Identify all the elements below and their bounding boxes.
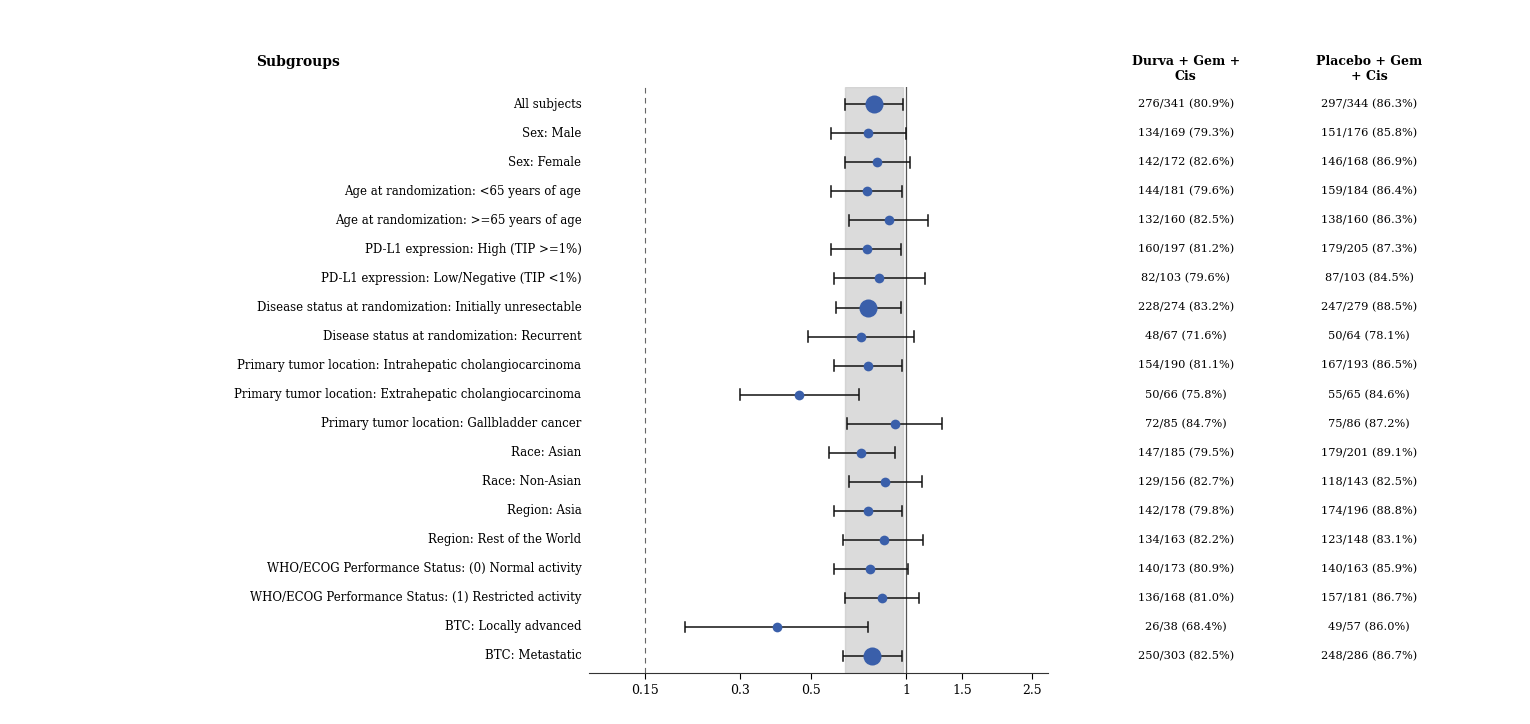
- Text: 49/57 (86.0%): 49/57 (86.0%): [1328, 622, 1411, 632]
- Text: 82/103 (79.6%): 82/103 (79.6%): [1141, 274, 1230, 284]
- Text: Primary tumor location: Intrahepatic cholangiocarcinoma: Primary tumor location: Intrahepatic cho…: [237, 359, 581, 372]
- Text: 247/279 (88.5%): 247/279 (88.5%): [1322, 303, 1417, 313]
- Text: Region: Asia: Region: Asia: [506, 504, 581, 517]
- Text: 174/196 (88.8%): 174/196 (88.8%): [1322, 505, 1417, 516]
- Text: 142/178 (79.8%): 142/178 (79.8%): [1138, 505, 1233, 516]
- Text: 55/65 (84.6%): 55/65 (84.6%): [1328, 390, 1411, 400]
- Text: Age at randomization: <65 years of age: Age at randomization: <65 years of age: [344, 185, 581, 198]
- Text: Disease status at randomization: Initially unresectable: Disease status at randomization: Initial…: [257, 301, 581, 314]
- Text: 72/85 (84.7%): 72/85 (84.7%): [1144, 418, 1227, 429]
- Text: PD-L1 expression: High (TIP >=1%): PD-L1 expression: High (TIP >=1%): [364, 243, 581, 256]
- Text: 129/156 (82.7%): 129/156 (82.7%): [1138, 476, 1233, 487]
- Text: 159/184 (86.4%): 159/184 (86.4%): [1322, 186, 1417, 196]
- Text: Race: Non-Asian: Race: Non-Asian: [482, 475, 581, 488]
- Text: Primary tumor location: Gallbladder cancer: Primary tumor location: Gallbladder canc…: [321, 417, 581, 430]
- Text: Sex: Male: Sex: Male: [522, 127, 581, 140]
- Text: 228/274 (83.2%): 228/274 (83.2%): [1138, 303, 1233, 313]
- Text: 140/173 (80.9%): 140/173 (80.9%): [1138, 564, 1233, 574]
- Text: 134/163 (82.2%): 134/163 (82.2%): [1138, 534, 1233, 545]
- Text: Placebo + Gem
+ Cis: Placebo + Gem + Cis: [1316, 55, 1423, 83]
- Text: Durva + Gem +
Cis: Durva + Gem + Cis: [1132, 55, 1239, 83]
- Text: 48/67 (71.6%): 48/67 (71.6%): [1144, 332, 1227, 342]
- Text: 179/205 (87.3%): 179/205 (87.3%): [1322, 244, 1417, 255]
- Text: PD-L1 expression: Low/Negative (TIP <1%): PD-L1 expression: Low/Negative (TIP <1%): [321, 272, 581, 285]
- Text: Subgroups: Subgroups: [257, 55, 340, 69]
- Text: 123/148 (83.1%): 123/148 (83.1%): [1322, 534, 1417, 545]
- Text: 132/160 (82.5%): 132/160 (82.5%): [1138, 215, 1233, 226]
- Text: 134/169 (79.3%): 134/169 (79.3%): [1138, 128, 1233, 138]
- Text: 160/197 (81.2%): 160/197 (81.2%): [1138, 244, 1233, 255]
- Text: 26/38 (68.4%): 26/38 (68.4%): [1144, 622, 1227, 632]
- Bar: [845, 87, 903, 673]
- Text: 87/103 (84.5%): 87/103 (84.5%): [1325, 274, 1414, 284]
- Text: 297/344 (86.3%): 297/344 (86.3%): [1322, 99, 1417, 109]
- Text: 157/181 (86.7%): 157/181 (86.7%): [1322, 593, 1417, 603]
- Text: 151/176 (85.8%): 151/176 (85.8%): [1322, 128, 1417, 138]
- Text: 147/185 (79.5%): 147/185 (79.5%): [1138, 447, 1233, 458]
- Text: 144/181 (79.6%): 144/181 (79.6%): [1138, 186, 1233, 196]
- Text: 179/201 (89.1%): 179/201 (89.1%): [1322, 447, 1417, 458]
- Text: 154/190 (81.1%): 154/190 (81.1%): [1138, 361, 1233, 371]
- Text: 138/160 (86.3%): 138/160 (86.3%): [1322, 215, 1417, 226]
- Text: Primary tumor location: Extrahepatic cholangiocarcinoma: Primary tumor location: Extrahepatic cho…: [234, 388, 581, 401]
- Text: 75/86 (87.2%): 75/86 (87.2%): [1328, 418, 1411, 429]
- Text: 118/143 (82.5%): 118/143 (82.5%): [1322, 476, 1417, 487]
- Text: Disease status at randomization: Recurrent: Disease status at randomization: Recurre…: [323, 330, 581, 343]
- Text: Region: Rest of the World: Region: Rest of the World: [428, 534, 581, 547]
- Text: 142/172 (82.6%): 142/172 (82.6%): [1138, 157, 1233, 167]
- Text: 250/303 (82.5%): 250/303 (82.5%): [1138, 651, 1233, 661]
- Text: 136/168 (81.0%): 136/168 (81.0%): [1138, 593, 1233, 603]
- Text: 50/64 (78.1%): 50/64 (78.1%): [1328, 332, 1411, 342]
- Text: 167/193 (86.5%): 167/193 (86.5%): [1322, 361, 1417, 371]
- Text: All subjects: All subjects: [513, 98, 581, 111]
- Text: WHO/ECOG Performance Status: (0) Normal activity: WHO/ECOG Performance Status: (0) Normal …: [266, 563, 581, 576]
- Text: 140/163 (85.9%): 140/163 (85.9%): [1322, 564, 1417, 574]
- Text: Sex: Female: Sex: Female: [508, 156, 581, 169]
- Text: BTC: Locally advanced: BTC: Locally advanced: [445, 620, 581, 634]
- Text: 146/168 (86.9%): 146/168 (86.9%): [1322, 157, 1417, 167]
- Text: 276/341 (80.9%): 276/341 (80.9%): [1138, 99, 1233, 109]
- Text: 50/66 (75.8%): 50/66 (75.8%): [1144, 390, 1227, 400]
- Text: WHO/ECOG Performance Status: (1) Restricted activity: WHO/ECOG Performance Status: (1) Restric…: [249, 592, 581, 605]
- Text: Age at randomization: >=65 years of age: Age at randomization: >=65 years of age: [335, 214, 581, 227]
- Text: Race: Asian: Race: Asian: [511, 446, 581, 459]
- Text: 248/286 (86.7%): 248/286 (86.7%): [1322, 651, 1417, 661]
- Text: BTC: Metastatic: BTC: Metastatic: [485, 649, 581, 662]
